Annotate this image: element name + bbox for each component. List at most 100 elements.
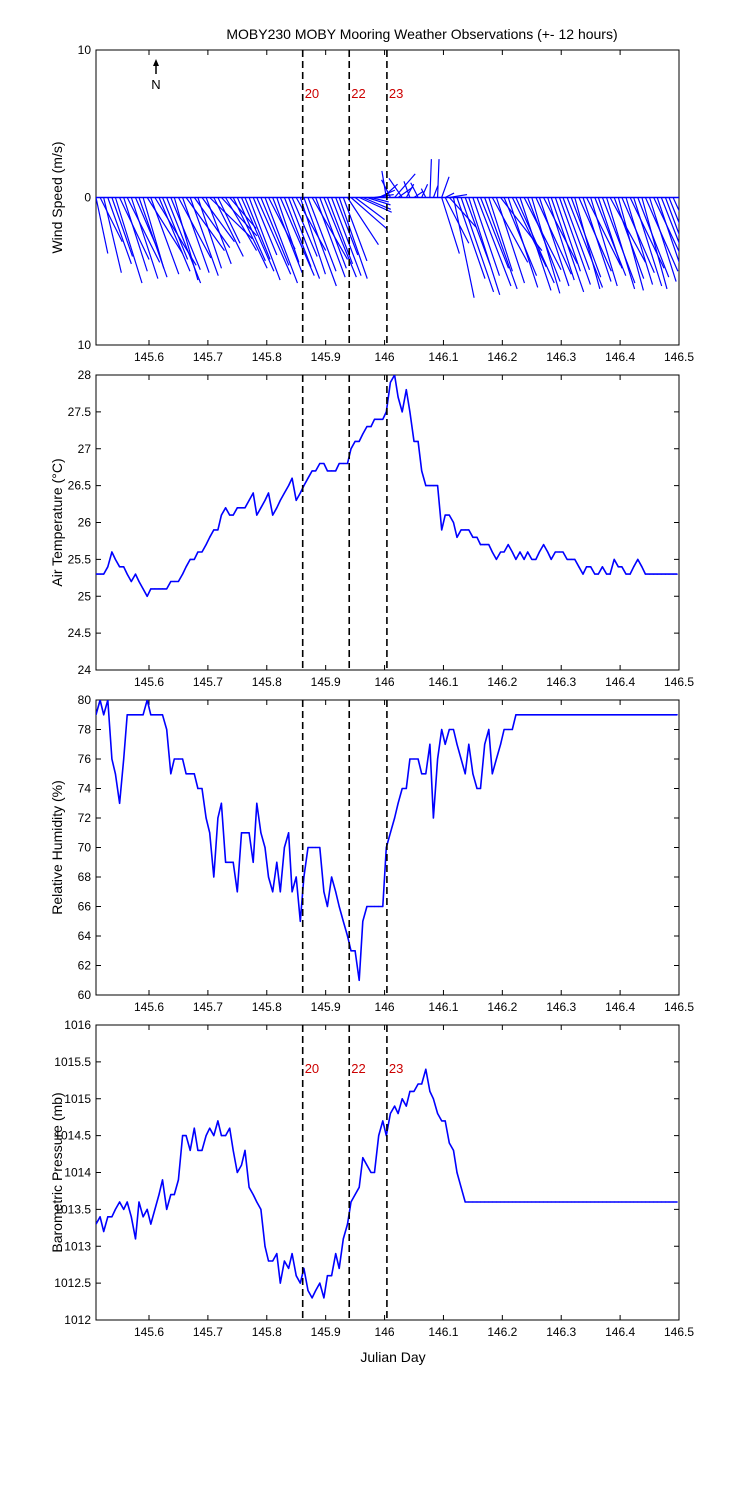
data-point	[519, 1201, 521, 1203]
wind-vector	[476, 197, 512, 287]
wind-vector	[452, 197, 475, 298]
data-point	[547, 714, 549, 716]
y-tick-label: 66	[78, 900, 92, 914]
wind-vector	[248, 197, 281, 281]
data-point	[354, 440, 356, 442]
data-point	[605, 1201, 608, 1203]
data-point	[362, 920, 364, 922]
data-point	[378, 1135, 380, 1137]
data-point	[448, 1142, 450, 1144]
data-point	[507, 544, 509, 546]
data-point	[617, 566, 619, 568]
data-point	[644, 1201, 647, 1203]
data-point	[378, 418, 380, 420]
data-point	[209, 536, 211, 538]
data-point	[311, 846, 313, 849]
data-point	[154, 1208, 156, 1210]
wind-vector	[550, 197, 585, 293]
wind-vector	[653, 197, 679, 253]
data-point	[287, 485, 290, 487]
data-point	[244, 507, 246, 509]
data-point	[276, 507, 278, 509]
data-point	[421, 1083, 423, 1085]
wind-vector	[103, 197, 122, 273]
data-point	[205, 817, 207, 819]
data-point	[209, 1127, 211, 1129]
data-point	[224, 1135, 227, 1137]
x-tick-label: 146	[375, 1000, 395, 1014]
data-point	[260, 507, 262, 509]
data-point	[103, 714, 105, 716]
wind-vector	[543, 197, 579, 265]
data-point	[468, 743, 470, 745]
data-point	[248, 832, 250, 834]
data-point	[189, 558, 191, 560]
data-point	[382, 418, 384, 420]
data-point	[558, 714, 561, 716]
data-point	[107, 700, 109, 701]
y-tick-label: 64	[78, 929, 92, 943]
data-point	[484, 544, 486, 546]
data-point	[491, 773, 493, 775]
wind-vector	[342, 197, 368, 262]
wind-vector	[256, 197, 292, 275]
data-point	[472, 536, 474, 538]
wind-vector	[335, 197, 359, 256]
data-point	[515, 558, 517, 560]
data-point	[236, 891, 238, 893]
data-point	[507, 728, 509, 731]
data-point	[585, 566, 588, 568]
wind-vector	[633, 197, 663, 287]
data-point	[566, 714, 568, 716]
data-point	[641, 566, 643, 568]
data-point	[335, 1253, 337, 1255]
wind-vector	[252, 197, 278, 256]
data-point	[272, 1260, 274, 1262]
data-point	[590, 566, 592, 568]
x-tick-label: 146.1	[428, 1325, 458, 1339]
data-point	[373, 1171, 376, 1174]
data-point	[130, 714, 132, 716]
data-point	[272, 514, 274, 516]
data-point	[330, 876, 333, 878]
data-point	[653, 1201, 655, 1203]
data-point	[315, 1289, 317, 1292]
x-tick-label: 146.3	[546, 350, 576, 364]
x-axis-label: Julian Day	[360, 1349, 425, 1365]
wind-vector	[582, 197, 612, 282]
data-point	[303, 876, 305, 878]
y-tick-label: 1012.5	[54, 1276, 91, 1290]
wind-vector	[403, 181, 411, 198]
data-point	[240, 507, 243, 509]
data-point	[523, 1201, 525, 1203]
wind-vector	[213, 197, 244, 257]
event-marker-label: 20	[305, 86, 319, 101]
y-tick-label: 80	[78, 693, 92, 707]
wind-vector	[472, 197, 501, 276]
data-point	[515, 1201, 517, 1203]
wind-vector	[444, 192, 455, 199]
data-point	[413, 440, 415, 442]
data-point	[111, 551, 113, 553]
data-point	[350, 1201, 352, 1203]
data-point	[370, 426, 372, 428]
wind-vector	[229, 197, 257, 229]
y-tick-label: 1015	[64, 1092, 91, 1106]
wind-vector	[558, 197, 591, 285]
wind-vector	[225, 197, 258, 251]
data-point	[578, 1201, 580, 1203]
x-tick-label: 145.7	[193, 675, 223, 689]
data-point	[499, 1201, 502, 1203]
data-point	[511, 728, 513, 731]
wind-vector	[429, 159, 432, 198]
data-point	[468, 529, 470, 531]
data-point	[220, 802, 223, 804]
data-point	[134, 714, 137, 716]
data-point	[566, 1201, 568, 1203]
data-point	[338, 905, 340, 908]
data-point	[499, 551, 502, 553]
data-point	[464, 773, 466, 775]
data-point	[582, 573, 584, 575]
data-point	[338, 1267, 340, 1269]
wind-vector	[410, 182, 419, 198]
